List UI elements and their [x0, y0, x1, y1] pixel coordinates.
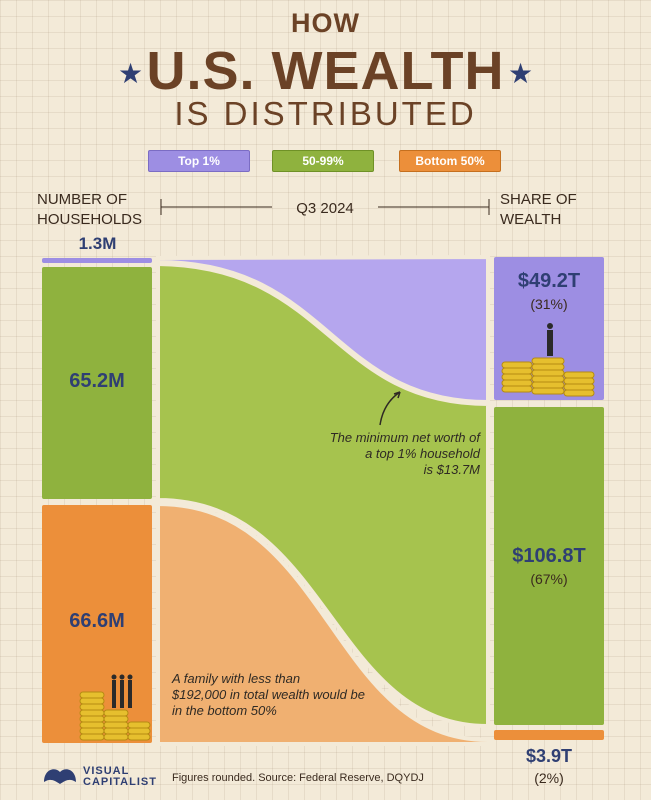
coin-stack-person-icon: [501, 323, 595, 397]
legend-bottom50: Bottom 50%: [399, 150, 501, 172]
annotation-bottom-line2: $192,000 in total wealth would be: [172, 687, 365, 702]
bar-wealth-50-99: [494, 407, 604, 725]
star-right-icon: ★: [508, 58, 534, 89]
share-top1-label: (31%): [530, 296, 568, 312]
bar-wealth-bottom50: [494, 730, 604, 740]
brand-line2: CAPITALIST: [83, 776, 157, 788]
annotation-arrow: [379, 391, 401, 426]
visual-capitalist-logo-icon: [44, 769, 76, 784]
annotation-bottom50-threshold: A family with less than $192,000 in tota…: [172, 671, 432, 719]
flow-50-99: [156, 261, 490, 729]
annotation-top1-line3: is $13.7M: [423, 462, 480, 477]
share-bottom50-label: (2%): [534, 770, 564, 786]
legend-top1: Top 1%: [148, 150, 250, 172]
title-line2: U.S. WEALTH: [146, 41, 505, 101]
share-50-99-label: (67%): [530, 571, 568, 587]
title-line1: HOW: [291, 8, 360, 38]
households-header: NUMBER OF HOUSEHOLDS: [37, 191, 143, 228]
period-label: Q3 2024: [296, 200, 354, 217]
wealth-bottom50-label: $3.9T: [525, 746, 573, 766]
source-note: Figures rounded. Source: Federal Reserve…: [172, 772, 424, 784]
coin-stack-icon: [79, 674, 151, 741]
period-rule: [160, 199, 490, 215]
flow-top1: [156, 254, 490, 405]
households-top1-label: 1.3M: [78, 234, 117, 253]
star-left-icon: ★: [118, 58, 144, 89]
annotation-top1-line2: a top 1% household: [365, 446, 480, 461]
bar-households-50-99: [42, 267, 152, 499]
title-line3: IS DISTRIBUTED: [174, 95, 477, 132]
wealth-50-99-label: $106.8T: [512, 545, 586, 567]
bar-households-top1: [42, 258, 152, 263]
annotation-bottom-line1: A family with less than: [172, 671, 301, 686]
households-bottom50-label: 66.6M: [69, 610, 125, 632]
flow-bottom50: [156, 501, 490, 746]
wealth-top1-label: $49.2T: [517, 270, 581, 292]
brand-name: VISUAL CAPITALIST: [83, 766, 157, 788]
annotation-top1-line1: The minimum net worth of: [329, 430, 480, 445]
wealth-header: SHARE OF WEALTH: [500, 191, 577, 228]
annotation-bottom-line3: in the bottom 50%: [172, 703, 277, 718]
legend-50-99: 50-99%: [272, 150, 374, 172]
brand-line1: VISUAL: [83, 765, 130, 777]
annotation-top1-minimum: The minimum net worth of a top 1% househ…: [240, 430, 480, 478]
households-50-99-label: 65.2M: [69, 370, 125, 392]
